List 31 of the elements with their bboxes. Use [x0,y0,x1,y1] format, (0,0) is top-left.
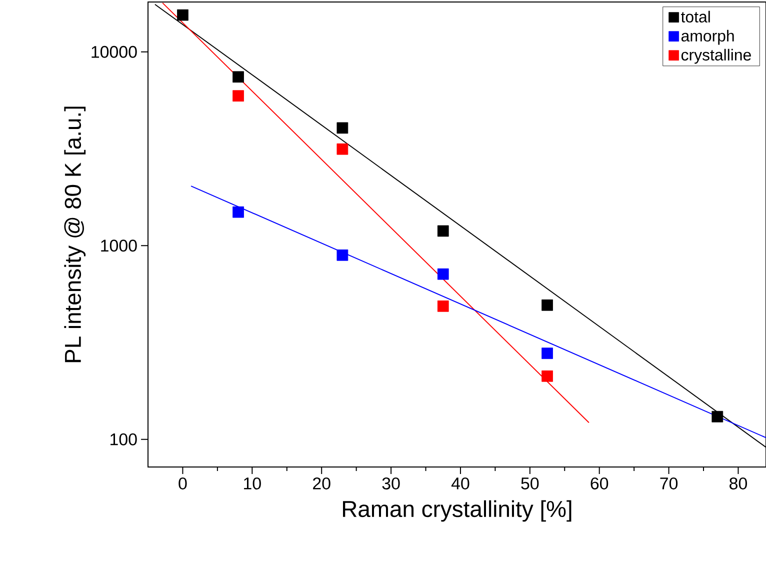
point [336,122,348,134]
legend-label: amorph [681,30,734,45]
point [712,410,724,422]
point [336,143,348,155]
x-tick-label: 10 [244,477,261,490]
x-axis-title: Raman crystallinity [%] [343,500,572,522]
point [232,71,244,83]
point [232,206,244,218]
y-tick-label: 100 [110,433,137,446]
point [437,268,449,280]
x-tick-label: 0 [178,477,187,490]
y-tick-label: 10000 [92,46,137,58]
point [232,90,244,102]
x-tick-label: 50 [521,477,539,490]
x-tick-label: 40 [451,477,470,490]
point [542,299,553,311]
point [542,370,553,382]
point [336,249,348,261]
legend-label: crystalline [681,48,751,64]
legend-label: total [681,10,710,23]
point [437,225,449,237]
x-tick-label: 70 [660,477,678,490]
point [177,9,188,21]
y-axis-title: PL intensity @ 80 K [a.u.] [64,106,86,362]
point [542,348,553,360]
point [437,300,449,312]
x-tick-label: 60 [590,477,608,490]
y-tick-label: 1000 [101,240,137,252]
x-tick-label: 20 [313,477,330,490]
x-tick-label: 80 [730,477,747,490]
x-tick-label: 30 [382,477,400,490]
